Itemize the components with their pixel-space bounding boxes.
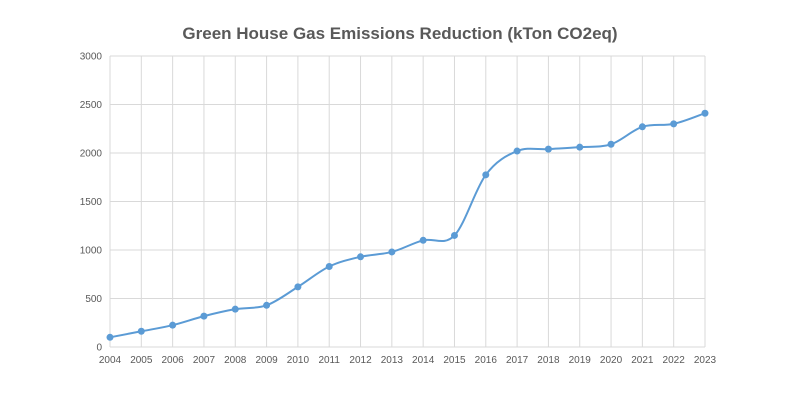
- data-point: [670, 120, 678, 128]
- x-tick-label: 2017: [506, 355, 529, 366]
- data-point: [263, 301, 271, 309]
- x-tick-label: 2016: [475, 355, 498, 366]
- data-point: [513, 147, 521, 155]
- x-tick-label: 2004: [99, 355, 122, 366]
- x-tick-label: 2022: [663, 355, 686, 366]
- y-tick-label: 1000: [80, 246, 103, 257]
- x-tick-label: 2012: [349, 355, 372, 366]
- data-points: [106, 109, 709, 341]
- data-point: [231, 305, 239, 313]
- x-tick-label: 2010: [287, 355, 310, 366]
- x-tick-label: 2005: [130, 355, 153, 366]
- x-tick-label: 2013: [381, 355, 404, 366]
- y-tick-label: 0: [96, 343, 102, 354]
- data-point: [482, 171, 490, 179]
- x-tick-label: 2021: [631, 355, 654, 366]
- chart-title: Green House Gas Emissions Reduction (kTo…: [182, 24, 617, 43]
- x-tick-label: 2020: [600, 355, 623, 366]
- y-tick-label: 1500: [80, 197, 103, 208]
- y-tick-label: 500: [85, 294, 102, 305]
- data-point: [576, 143, 584, 151]
- y-axis-ticks: 0 500 1000 1500 2000 2500 3000: [80, 52, 103, 354]
- data-point: [701, 109, 709, 117]
- x-tick-label: 2008: [224, 355, 247, 366]
- data-point: [200, 312, 208, 320]
- gridlines: [109, 55, 706, 348]
- data-point: [638, 123, 646, 131]
- data-point: [450, 231, 458, 239]
- series-line: [109, 112, 706, 339]
- x-tick-label: 2011: [318, 355, 340, 366]
- data-point: [544, 145, 552, 153]
- y-tick-label: 3000: [80, 52, 103, 63]
- data-point: [419, 236, 427, 244]
- y-tick-label: 2500: [80, 100, 103, 111]
- x-tick-label: 2009: [255, 355, 278, 366]
- data-point: [325, 262, 333, 270]
- x-tick-label: 2007: [193, 355, 216, 366]
- x-tick-label: 2018: [537, 355, 560, 366]
- data-point: [294, 283, 302, 291]
- x-tick-label: 2019: [569, 355, 592, 366]
- data-point: [357, 253, 365, 261]
- x-tick-label: 2006: [162, 355, 185, 366]
- x-tick-label: 2014: [412, 355, 435, 366]
- y-tick-label: 2000: [80, 149, 103, 160]
- data-point: [169, 321, 177, 329]
- x-axis-ticks: 2004 2005 2006 2007 2008 2009 2010 2011 2012 2013…: [99, 355, 717, 366]
- data-point: [388, 248, 396, 256]
- data-point: [607, 140, 615, 148]
- x-tick-label: 2023: [694, 355, 717, 366]
- x-tick-label: 2015: [443, 355, 466, 366]
- data-point: [137, 327, 145, 335]
- data-point: [106, 333, 114, 341]
